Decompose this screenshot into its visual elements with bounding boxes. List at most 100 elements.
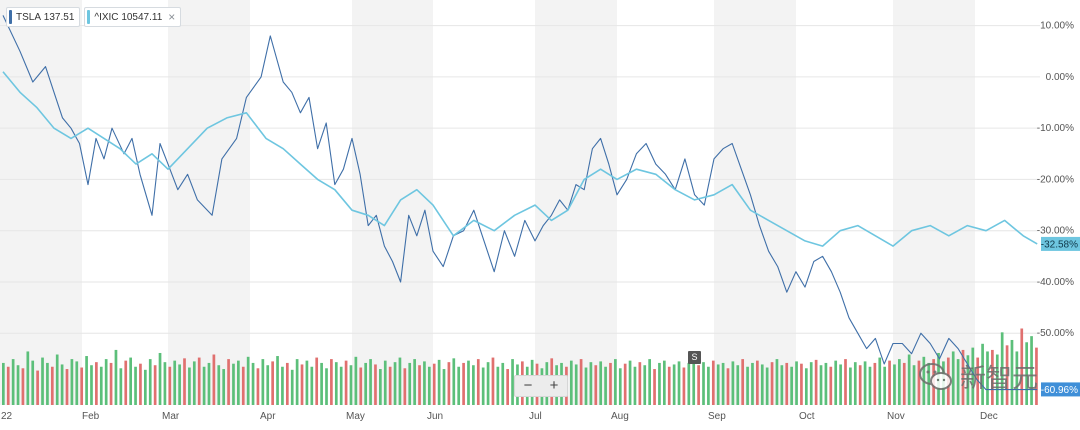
volume-bar bbox=[104, 359, 108, 405]
split-badge[interactable]: S bbox=[688, 351, 701, 364]
volume-bar bbox=[285, 362, 289, 405]
volume-bar bbox=[765, 367, 769, 405]
watermark-text: 新智元 bbox=[960, 363, 1039, 393]
volume-bar bbox=[212, 354, 216, 405]
volume-bar bbox=[413, 359, 416, 405]
volume-bar bbox=[325, 368, 328, 405]
volume-bar bbox=[6, 366, 10, 405]
volume-bar bbox=[604, 366, 607, 405]
volume-bar bbox=[467, 360, 470, 405]
volume-bar bbox=[888, 360, 891, 405]
volume-bar bbox=[785, 362, 789, 405]
volume-bar bbox=[388, 366, 392, 405]
volume-bar bbox=[119, 368, 123, 405]
volume-bar bbox=[305, 360, 309, 405]
volume-bar bbox=[290, 369, 294, 405]
volume-bar bbox=[912, 365, 916, 405]
legend-swatch-tsla bbox=[9, 10, 12, 24]
zoom-in-button[interactable]: + bbox=[549, 377, 559, 394]
volume-bar bbox=[731, 361, 735, 405]
volume-bar bbox=[472, 365, 475, 405]
legend-item-ixic[interactable]: ^IXIC 10547.11 × bbox=[84, 7, 182, 27]
volume-bar bbox=[770, 362, 774, 405]
volume-bar bbox=[232, 363, 235, 405]
last-value-tag bbox=[1041, 382, 1080, 397]
volume-bar bbox=[217, 365, 221, 405]
volume-bar bbox=[432, 363, 436, 405]
volume-bar bbox=[349, 365, 353, 405]
volume-bar bbox=[202, 366, 206, 405]
volume-bar bbox=[692, 359, 696, 405]
legend-value-ixic: 10547.11 bbox=[121, 11, 163, 23]
volume-bar bbox=[741, 359, 745, 405]
volume-bar bbox=[667, 366, 671, 405]
volume-bar bbox=[756, 360, 759, 405]
volume-bar bbox=[898, 359, 901, 405]
volume-bar bbox=[70, 359, 74, 405]
volume-bar bbox=[819, 365, 823, 405]
volume-bar bbox=[227, 359, 230, 405]
volume-bar bbox=[491, 357, 495, 405]
volume-bar bbox=[844, 359, 847, 405]
month-band bbox=[0, 0, 82, 405]
volume-bar bbox=[251, 362, 255, 405]
volume-bar bbox=[506, 369, 510, 405]
volume-bar bbox=[981, 343, 984, 405]
volume-bar bbox=[589, 362, 593, 405]
volume-bar bbox=[795, 361, 798, 405]
volume-bar bbox=[379, 369, 382, 405]
volume-bar bbox=[266, 365, 270, 405]
volume-bar bbox=[707, 366, 710, 405]
volume-bar bbox=[736, 365, 740, 405]
volume-bar bbox=[594, 365, 598, 405]
x-tick-label: Apr bbox=[260, 411, 276, 422]
volume-bar bbox=[858, 365, 862, 405]
volume-bar bbox=[677, 361, 681, 405]
volume-bar bbox=[241, 366, 245, 405]
volume-bar bbox=[599, 361, 603, 405]
volume-bar bbox=[178, 364, 181, 405]
volume-bar bbox=[183, 358, 186, 405]
volume-bar bbox=[1010, 339, 1014, 405]
volume-bar bbox=[853, 362, 857, 405]
volume-bar bbox=[124, 360, 128, 405]
volume-bar bbox=[334, 362, 338, 405]
volume-bar bbox=[628, 360, 632, 405]
zoom-out-button[interactable]: − bbox=[523, 377, 533, 394]
volume-bar bbox=[158, 352, 162, 405]
month-band bbox=[352, 0, 433, 405]
volume-bar bbox=[481, 367, 485, 405]
close-icon[interactable]: × bbox=[168, 10, 176, 24]
volume-bar bbox=[643, 365, 647, 405]
last-value-label: -32.58% bbox=[1041, 239, 1078, 250]
volume-bar bbox=[839, 364, 842, 405]
volume-bar bbox=[609, 362, 612, 405]
volume-bar bbox=[2, 362, 5, 405]
watermark: 新智元 bbox=[918, 358, 1038, 395]
volume-bar bbox=[814, 359, 818, 405]
volume-bar bbox=[55, 354, 59, 405]
volume-bar bbox=[256, 368, 260, 405]
volume-bar bbox=[638, 362, 642, 405]
volume-bar bbox=[408, 362, 412, 405]
volume-bar bbox=[496, 366, 500, 405]
volume-bar bbox=[711, 360, 715, 405]
x-tick-label: Sep bbox=[708, 411, 726, 422]
volume-bar bbox=[501, 362, 505, 405]
volume-bar bbox=[834, 360, 838, 405]
volume-bar bbox=[447, 362, 451, 405]
volume-bar bbox=[383, 360, 387, 405]
volume-bar bbox=[26, 351, 30, 405]
volume-bar bbox=[330, 359, 333, 405]
volume-bar bbox=[46, 362, 49, 405]
legend-item-tsla[interactable]: TSLA 137.51 bbox=[6, 7, 81, 27]
y-tick-label: 0.00% bbox=[1046, 72, 1074, 83]
volume-bar bbox=[222, 369, 226, 405]
volume-bar bbox=[863, 361, 867, 405]
volume-bar bbox=[148, 359, 152, 405]
volume-bar bbox=[917, 360, 921, 405]
volume-bar bbox=[90, 365, 93, 405]
x-tick-label: 22 bbox=[1, 411, 13, 422]
